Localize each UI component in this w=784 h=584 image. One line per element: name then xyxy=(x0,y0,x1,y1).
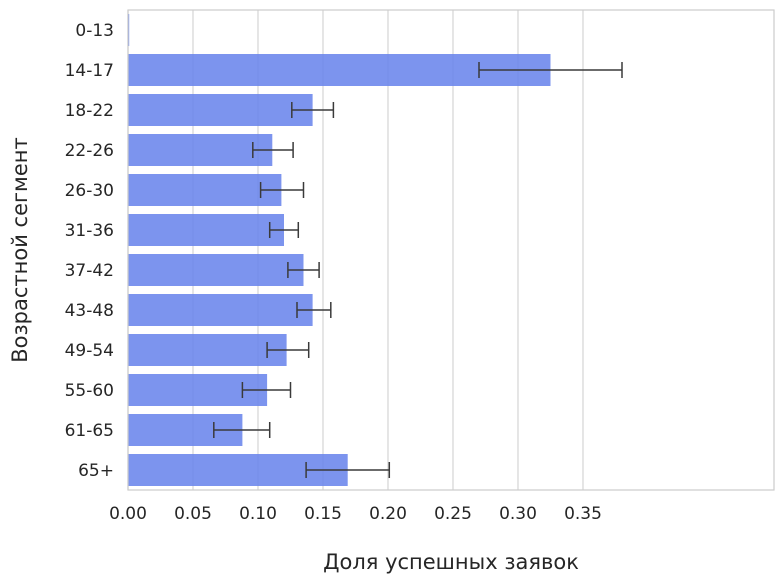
error-bar xyxy=(241,382,292,398)
x-tick-label: 0.20 xyxy=(369,504,407,524)
error-bar xyxy=(296,302,332,318)
x-tick-label: 0.10 xyxy=(239,504,277,524)
x-tick-label: 0.15 xyxy=(304,504,342,524)
error-bar xyxy=(266,342,310,358)
y-axis-label: Возрастной сегмент xyxy=(8,137,32,363)
y-tick-label: 55-60 xyxy=(65,381,114,401)
y-tick-label: 49-54 xyxy=(65,341,114,361)
x-tick-label: 0.25 xyxy=(434,504,472,524)
bar xyxy=(128,174,282,206)
bar xyxy=(128,134,273,166)
x-tick-label: 0.00 xyxy=(109,504,147,524)
x-tick-label: 0.30 xyxy=(499,504,537,524)
error-bar xyxy=(252,142,294,158)
y-tick-label: 31-36 xyxy=(65,221,114,241)
y-tick-labels: 0-13 14-17 18-22 22-26 26-30 31-36 37-42 43-48 4… xyxy=(65,21,114,481)
x-axis-label: Доля успешных заявок xyxy=(323,550,579,574)
y-tick-label: 65+ xyxy=(78,461,114,481)
error-bar xyxy=(291,102,335,118)
error-bar xyxy=(305,462,391,478)
y-tick-label: 61-65 xyxy=(65,421,114,441)
bar xyxy=(128,214,284,246)
error-bar xyxy=(478,62,623,78)
y-tick-label: 18-22 xyxy=(65,101,114,121)
error-bars xyxy=(213,62,623,478)
bar xyxy=(128,94,313,126)
y-tick-label: 0-13 xyxy=(75,21,114,41)
error-bar xyxy=(259,182,305,198)
plot-frame xyxy=(127,9,775,491)
x-tick-label: 0.05 xyxy=(174,504,212,524)
y-tick-label: 14-17 xyxy=(65,61,114,81)
bar xyxy=(128,334,287,366)
x-tick-label: 0.35 xyxy=(564,504,602,524)
plot-area xyxy=(128,10,774,490)
x-tick-labels: 0.00 0.05 0.10 0.15 0.20 0.25 0.30 0.35 xyxy=(109,504,602,524)
bar xyxy=(128,254,304,286)
y-tick-label: 26-30 xyxy=(65,181,114,201)
error-bar xyxy=(287,262,320,278)
bar xyxy=(128,294,313,326)
y-tick-label: 43-48 xyxy=(65,301,114,321)
y-tick-label: 22-26 xyxy=(65,141,114,161)
y-tick-label: 37-42 xyxy=(65,261,114,281)
error-bar xyxy=(213,422,271,438)
error-bar xyxy=(268,222,300,238)
